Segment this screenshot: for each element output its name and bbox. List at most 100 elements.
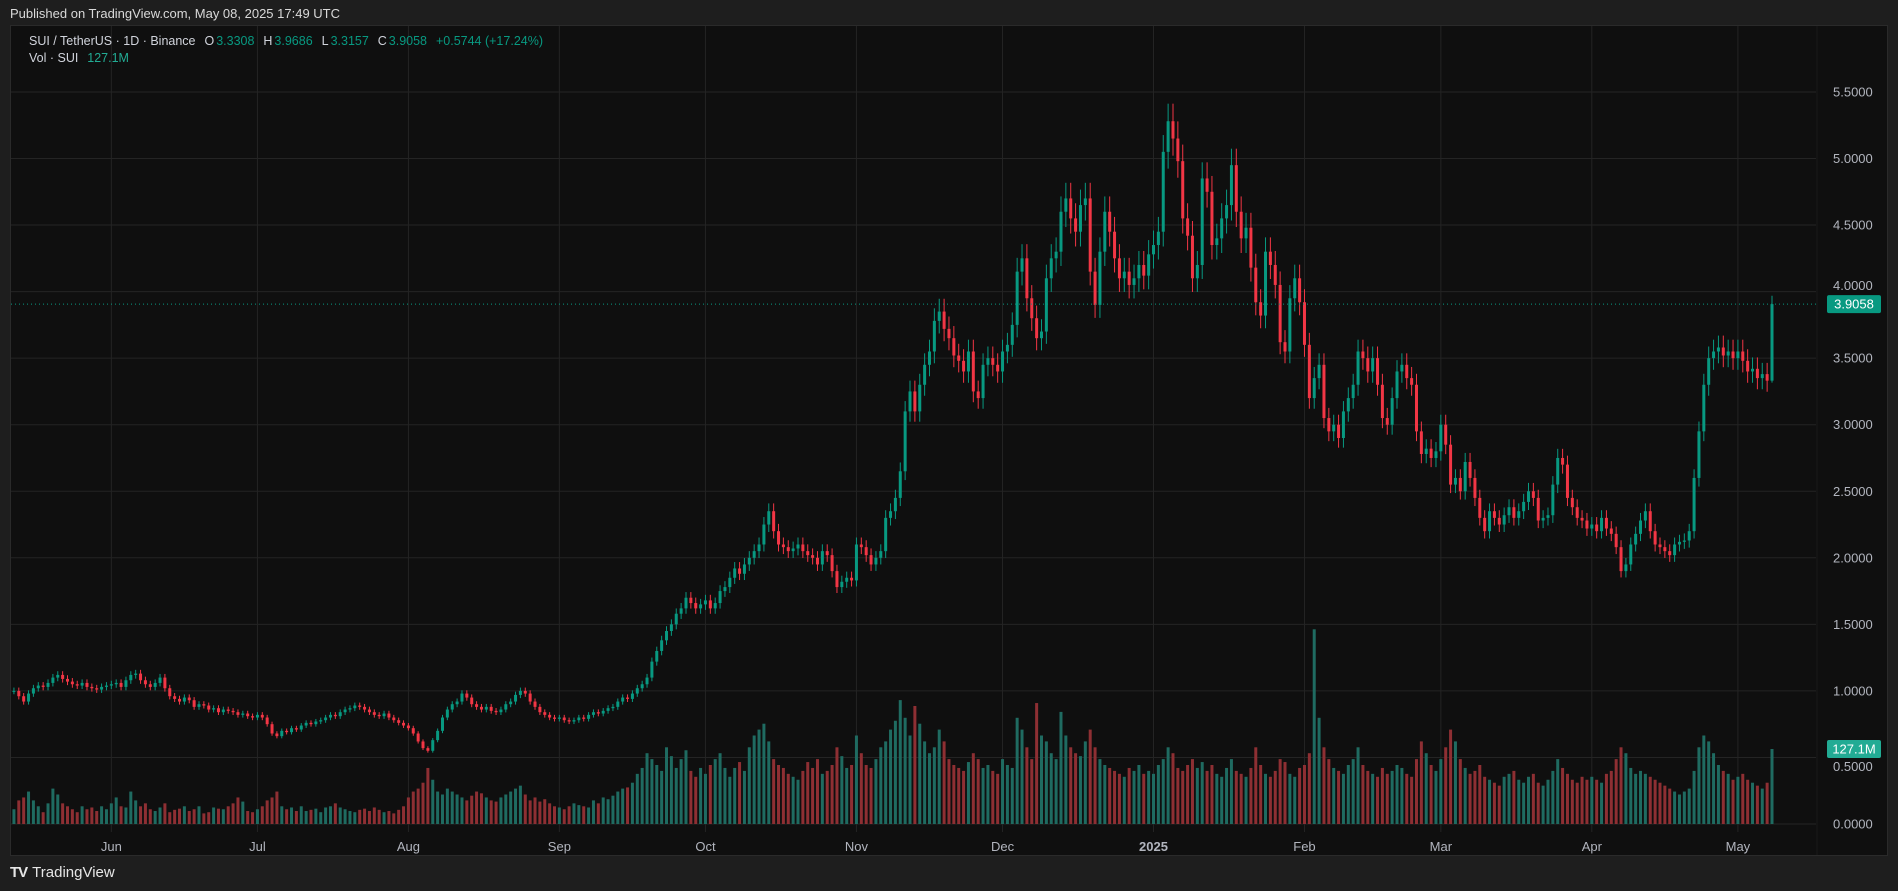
- candle-body[interactable]: [1108, 211, 1112, 232]
- candle-body[interactable]: [1229, 165, 1233, 206]
- candle-body[interactable]: [626, 697, 630, 699]
- candle-body[interactable]: [163, 677, 167, 689]
- candle-body[interactable]: [1619, 547, 1623, 572]
- candle-body[interactable]: [1536, 497, 1540, 521]
- candle-body[interactable]: [1190, 235, 1194, 279]
- candle-body[interactable]: [231, 710, 235, 713]
- candle-body[interactable]: [1390, 398, 1394, 425]
- candle-body[interactable]: [1098, 251, 1102, 305]
- candle-body[interactable]: [275, 733, 279, 737]
- candle-body[interactable]: [1512, 507, 1516, 518]
- candle-body[interactable]: [1186, 218, 1190, 236]
- candle-body[interactable]: [1595, 524, 1599, 532]
- candle-body[interactable]: [689, 597, 693, 604]
- candle-body[interactable]: [1736, 351, 1740, 359]
- candle-body[interactable]: [1585, 520, 1589, 529]
- candle-body[interactable]: [1225, 205, 1229, 219]
- candle-body[interactable]: [75, 684, 79, 686]
- candle-body[interactable]: [372, 712, 376, 715]
- candle-body[interactable]: [1113, 231, 1117, 259]
- candle-body[interactable]: [367, 709, 371, 713]
- candle-body[interactable]: [1307, 344, 1311, 399]
- candle-body[interactable]: [197, 704, 201, 707]
- candle-body[interactable]: [942, 311, 946, 329]
- candle-body[interactable]: [1731, 351, 1735, 359]
- candle-body[interactable]: [1005, 344, 1009, 352]
- candle-body[interactable]: [1001, 351, 1005, 372]
- candle-body[interactable]: [314, 721, 318, 725]
- candle-body[interactable]: [143, 680, 147, 685]
- candle-body[interactable]: [1697, 431, 1701, 478]
- candle-body[interactable]: [1244, 227, 1248, 239]
- candle-body[interactable]: [153, 682, 157, 687]
- candle-body[interactable]: [1765, 374, 1769, 381]
- candle-body[interactable]: [684, 597, 688, 609]
- candle-body[interactable]: [1429, 448, 1433, 458]
- candle-body[interactable]: [1458, 477, 1462, 492]
- candle-body[interactable]: [674, 613, 678, 625]
- candle-body[interactable]: [80, 682, 84, 686]
- candle-body[interactable]: [1687, 531, 1691, 541]
- candle-body[interactable]: [1488, 511, 1492, 532]
- candle-body[interactable]: [182, 697, 186, 702]
- candle-body[interactable]: [1643, 511, 1647, 521]
- candle-body[interactable]: [499, 709, 503, 713]
- candle-body[interactable]: [1629, 544, 1633, 565]
- candle-body[interactable]: [1030, 298, 1034, 319]
- candle-body[interactable]: [328, 714, 332, 718]
- candle-body[interactable]: [426, 748, 430, 751]
- candle-body[interactable]: [1278, 284, 1282, 343]
- candle-body[interactable]: [893, 497, 897, 512]
- candle-body[interactable]: [1215, 238, 1219, 246]
- candle-body[interactable]: [1414, 384, 1418, 432]
- candle-body[interactable]: [1653, 531, 1657, 545]
- candle-body[interactable]: [1483, 517, 1487, 532]
- candle-body[interactable]: [1025, 258, 1029, 299]
- candle-body[interactable]: [1249, 227, 1253, 268]
- candle-body[interactable]: [1059, 211, 1063, 252]
- candle-body[interactable]: [265, 717, 269, 725]
- candle-body[interactable]: [621, 697, 625, 702]
- candle-body[interactable]: [1741, 351, 1745, 361]
- candle-body[interactable]: [1424, 448, 1428, 454]
- candle-body[interactable]: [1137, 264, 1141, 279]
- candle-body[interactable]: [1614, 533, 1618, 548]
- candle-body[interactable]: [1376, 358, 1380, 385]
- candle-body[interactable]: [1088, 198, 1092, 272]
- candle-body[interactable]: [1317, 364, 1321, 379]
- candle-body[interactable]: [991, 358, 995, 365]
- candle-body[interactable]: [1634, 533, 1638, 545]
- candle-body[interactable]: [338, 712, 342, 717]
- candle-body[interactable]: [1356, 351, 1360, 385]
- candle-body[interactable]: [1015, 271, 1019, 325]
- candle-body[interactable]: [801, 544, 805, 552]
- candle-body[interactable]: [850, 577, 854, 581]
- candle-body[interactable]: [255, 714, 259, 718]
- candle-body[interactable]: [815, 557, 819, 565]
- candle-body[interactable]: [1337, 424, 1341, 439]
- candle-body[interactable]: [699, 604, 703, 609]
- candle-body[interactable]: [1770, 304, 1774, 381]
- candle-body[interactable]: [353, 705, 357, 709]
- candle-body[interactable]: [304, 722, 308, 726]
- candle-body[interactable]: [694, 603, 698, 609]
- candle-body[interactable]: [548, 714, 552, 718]
- candle-body[interactable]: [1127, 271, 1131, 285]
- candle-body[interactable]: [445, 709, 449, 718]
- candle-body[interactable]: [1298, 278, 1302, 303]
- candle-body[interactable]: [572, 720, 576, 722]
- candle-body[interactable]: [1604, 517, 1608, 529]
- candle-body[interactable]: [1702, 384, 1706, 432]
- candle-body[interactable]: [859, 544, 863, 548]
- candle-body[interactable]: [260, 714, 264, 718]
- candle-body[interactable]: [650, 661, 654, 678]
- candle-body[interactable]: [1575, 507, 1579, 518]
- candle-body[interactable]: [1010, 324, 1014, 345]
- candle-body[interactable]: [358, 705, 362, 707]
- candle-body[interactable]: [1721, 347, 1725, 356]
- candle-body[interactable]: [416, 733, 420, 742]
- candle-body[interactable]: [640, 684, 644, 689]
- candle-body[interactable]: [12, 690, 16, 692]
- candle-body[interactable]: [402, 722, 406, 726]
- candle-body[interactable]: [90, 686, 94, 689]
